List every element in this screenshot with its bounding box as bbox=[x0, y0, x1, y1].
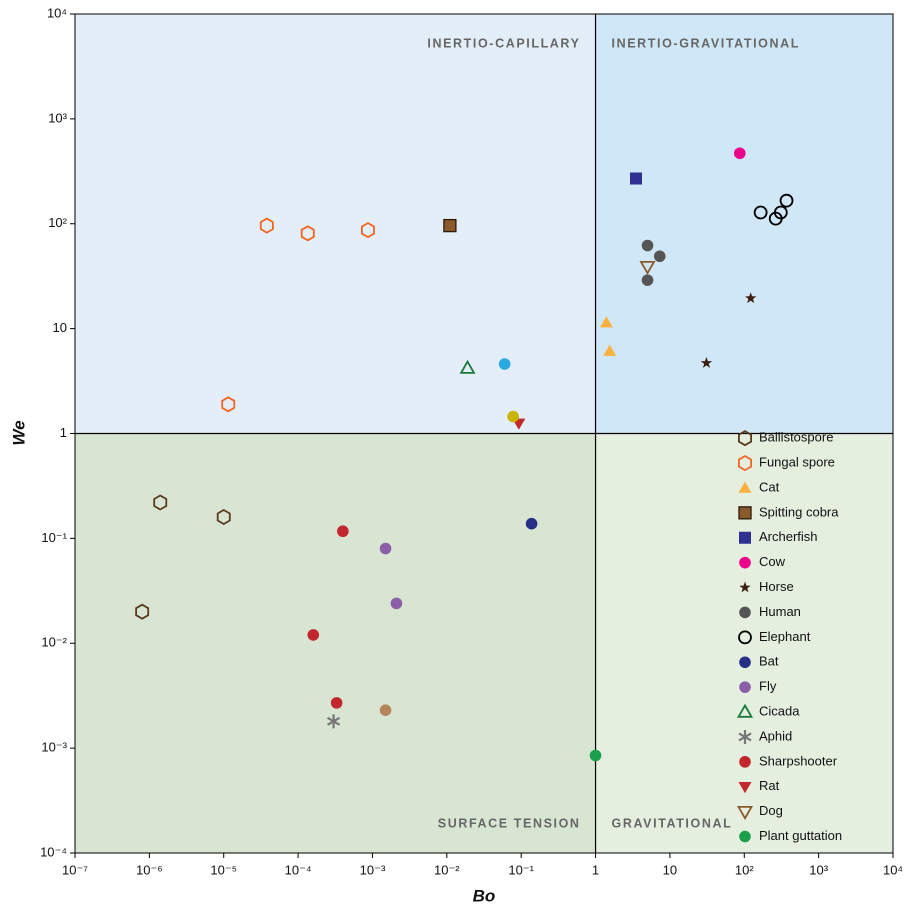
legend-marker bbox=[739, 756, 751, 768]
region-label: GRAVITATIONAL bbox=[612, 816, 733, 830]
data-point bbox=[603, 344, 617, 356]
region bbox=[75, 433, 596, 853]
legend-marker bbox=[739, 681, 751, 693]
x-tick-label: 10⁻⁷ bbox=[62, 862, 88, 877]
legend-marker bbox=[739, 606, 751, 619]
legend-label: Fly bbox=[759, 679, 777, 694]
legend-marker bbox=[738, 506, 752, 520]
legend-label: Aphid bbox=[759, 728, 792, 743]
legend-marker bbox=[738, 782, 752, 794]
legend-label: Ballistospore bbox=[759, 430, 833, 445]
x-tick-label: 1 bbox=[592, 862, 599, 877]
data-point bbox=[443, 218, 457, 233]
region bbox=[595, 14, 893, 434]
legend-label: Sharpshooter bbox=[759, 753, 838, 768]
x-axis-title: Bo bbox=[473, 886, 496, 905]
legend-label: Cow bbox=[759, 554, 786, 569]
data-point bbox=[779, 193, 794, 208]
data-point bbox=[337, 525, 349, 538]
data-point bbox=[307, 629, 320, 641]
data-point bbox=[745, 292, 757, 304]
legend-label: Horse bbox=[759, 579, 794, 594]
y-tick-label: 10⁻² bbox=[41, 635, 67, 650]
legend-marker bbox=[739, 656, 751, 669]
data-point bbox=[221, 396, 236, 413]
y-tick-label: 10 bbox=[53, 320, 67, 335]
y-tick-label: 10⁻¹ bbox=[41, 530, 67, 545]
x-tick-label: 10⁻⁵ bbox=[210, 862, 237, 877]
legend-label: Dog bbox=[759, 803, 783, 818]
data-point bbox=[216, 508, 231, 526]
data-point bbox=[498, 358, 511, 370]
data-point bbox=[507, 410, 519, 423]
data-point bbox=[700, 357, 713, 368]
legend-marker bbox=[739, 830, 751, 843]
legend-marker bbox=[739, 531, 751, 544]
y-tick-label: 10³ bbox=[48, 110, 67, 125]
x-tick-label: 10³ bbox=[809, 862, 828, 877]
x-tick-label: 10⁻² bbox=[434, 862, 460, 877]
y-axis-title: We bbox=[9, 420, 28, 445]
region-label: INERTIO-CAPILLARY bbox=[427, 36, 580, 50]
data-point bbox=[639, 260, 656, 275]
legend-marker bbox=[739, 556, 751, 569]
legend-marker bbox=[739, 581, 751, 593]
legend-label: Rat bbox=[759, 778, 780, 793]
data-point bbox=[390, 597, 403, 610]
data-point bbox=[599, 316, 613, 328]
region-label: INERTIO-GRAVITATIONAL bbox=[612, 36, 800, 50]
legend-marker bbox=[736, 703, 754, 718]
legend-marker bbox=[738, 630, 752, 645]
legend-marker bbox=[738, 481, 752, 493]
legend-label: Cicada bbox=[759, 703, 800, 718]
x-tick-label: 10⁴ bbox=[883, 862, 903, 877]
legend-label: Human bbox=[759, 604, 801, 619]
data-point bbox=[653, 250, 666, 263]
y-tick-label: 1 bbox=[60, 425, 67, 440]
legend-label: Plant guttation bbox=[759, 828, 842, 843]
legend-marker bbox=[738, 455, 752, 472]
data-point bbox=[733, 147, 746, 160]
data-point bbox=[300, 225, 315, 242]
data-point bbox=[641, 239, 654, 252]
legend-marker bbox=[738, 430, 752, 447]
data-point bbox=[773, 205, 788, 220]
x-tick-label: 10⁻⁴ bbox=[285, 862, 312, 877]
data-point bbox=[753, 205, 768, 220]
data-point bbox=[259, 217, 274, 234]
y-tick-label: 10⁻³ bbox=[41, 740, 67, 755]
x-tick-label: 10 bbox=[663, 862, 677, 877]
legend-marker bbox=[738, 729, 752, 744]
y-tick-label: 10⁻⁴ bbox=[40, 844, 67, 859]
legend-label: Archerfish bbox=[759, 529, 818, 544]
legend-label: Cat bbox=[759, 479, 780, 494]
data-point bbox=[330, 697, 343, 709]
data-point bbox=[135, 603, 150, 620]
data-point bbox=[153, 494, 168, 511]
x-tick-label: 10⁻¹ bbox=[508, 862, 534, 877]
data-point bbox=[630, 172, 643, 185]
legend-label: Bat bbox=[759, 654, 779, 669]
region bbox=[75, 14, 596, 434]
legend-label: Spitting cobra bbox=[759, 504, 839, 519]
data-point bbox=[379, 542, 392, 555]
data-point bbox=[641, 274, 654, 286]
region-label: SURFACE TENSION bbox=[438, 816, 581, 830]
data-point bbox=[459, 359, 476, 374]
x-tick-label: 10⁻³ bbox=[360, 862, 386, 877]
data-point bbox=[326, 714, 341, 729]
legend-label: Fungal spore bbox=[759, 454, 835, 469]
data-point bbox=[360, 222, 375, 239]
x-tick-label: 10² bbox=[735, 862, 754, 877]
data-point bbox=[379, 704, 392, 716]
legend: Ballistospore Fungal spore Cat Spitting cob… bbox=[736, 430, 842, 843]
y-tick-label: 10⁴ bbox=[47, 5, 67, 20]
y-tick-label: 10² bbox=[48, 215, 67, 230]
legend-marker bbox=[736, 806, 754, 821]
data-point bbox=[589, 749, 602, 762]
data-point bbox=[525, 517, 538, 530]
legend-label: Elephant bbox=[759, 629, 811, 644]
x-tick-label: 10⁻⁶ bbox=[136, 862, 163, 877]
